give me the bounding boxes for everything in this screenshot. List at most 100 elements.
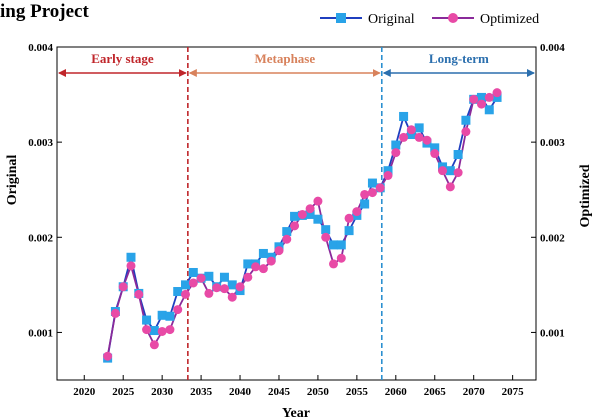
point-optimized [336,253,346,263]
legend-original-marker [336,13,346,23]
phase-label-2: Long-term [429,51,489,66]
point-original [313,214,323,224]
point-optimized [297,209,307,219]
point-optimized [266,256,276,266]
x-tick-label: 2040 [229,386,252,398]
point-optimized [251,262,261,272]
point-original [391,140,401,150]
point-optimized [344,213,354,223]
point-optimized [375,183,385,193]
point-original [204,271,214,281]
point-original [227,280,237,290]
point-optimized [181,289,191,299]
point-optimized [492,88,502,98]
point-original [149,326,159,336]
point-optimized [305,204,315,214]
point-optimized [383,170,393,180]
x-tick-label: 2065 [424,386,447,398]
point-original [126,252,136,262]
y-tick-label-right: 0.003 [540,137,565,149]
point-original [328,240,338,250]
point-optimized [406,125,416,135]
point-optimized [430,149,440,159]
point-optimized [422,135,432,145]
point-original [360,199,370,209]
x-tick-label: 2050 [307,386,330,398]
point-original [336,240,346,250]
point-original [321,225,331,235]
y-tick-label-left: 0.002 [28,232,53,244]
point-original [399,111,409,121]
point-original [258,248,268,258]
y-tick-label-left: 0.001 [28,327,53,339]
point-original [344,226,354,236]
point-optimized [367,188,377,198]
point-optimized [227,292,237,302]
point-optimized [196,273,206,283]
point-original [181,280,191,290]
point-optimized [313,196,323,206]
x-tick-label: 2020 [73,386,96,398]
phases-layer: Early stage Metaphase Long-term [58,47,535,380]
point-original [290,211,300,221]
x-tick-label: 2055 [346,386,369,398]
axes-layer: 2020 2025 2030 2035 2040 2045 2050 2055 2060 2065… [28,42,565,398]
y-tick-label-right: 0.004 [540,42,565,54]
point-original [453,150,463,160]
point-original [445,166,455,176]
phase-label-1: Metaphase [254,51,315,66]
y-tick-label-left: 0.003 [28,137,53,149]
point-original [367,178,377,188]
point-original [188,267,198,277]
point-original [461,115,471,125]
legend: Original Optimized [320,12,539,27]
point-original [305,209,315,219]
point-optimized [438,166,448,176]
point-optimized [414,132,424,142]
point-optimized [469,94,479,104]
x-tick-label: 2075 [502,386,525,398]
point-optimized [212,283,222,293]
point-original [476,92,486,102]
point-optimized [328,259,338,269]
point-optimized [282,234,292,244]
point-original [414,123,424,133]
x-axis-title: Year [282,406,310,420]
point-optimized [235,282,245,292]
x-tick-label: 2060 [385,386,408,398]
point-optimized [445,182,455,192]
x-tick-label: 2070 [463,386,486,398]
point-optimized [142,325,152,335]
chart-title: ing Project [0,1,89,22]
point-optimized [290,221,300,231]
point-optimized [157,326,167,336]
point-optimized [165,325,175,335]
plot-frame [56,46,537,381]
point-original [165,311,175,321]
x-tick-label: 2025 [112,386,135,398]
point-optimized [134,289,144,299]
point-optimized [103,351,113,361]
phase-label-0: Early stage [91,51,154,66]
point-optimized [118,282,128,292]
point-optimized [391,148,401,158]
point-optimized [188,278,198,288]
legend-optimized-label: Optimized [480,12,539,27]
legend-item-optimized: Optimized [432,12,539,27]
series-layer [103,88,502,363]
point-original [406,130,416,140]
y-axis-right-title: Optimized [578,164,593,227]
y-tick-label-left: 0.004 [28,42,53,54]
point-optimized [476,99,486,109]
point-optimized [126,261,136,271]
point-optimized [110,308,120,318]
point-original [383,166,393,176]
point-optimized [274,246,284,256]
x-tick-label: 2030 [151,386,174,398]
x-tick-label: 2045 [268,386,291,398]
y-axis-left-title: Original [5,155,20,206]
point-optimized [453,168,463,178]
point-optimized [321,232,331,242]
